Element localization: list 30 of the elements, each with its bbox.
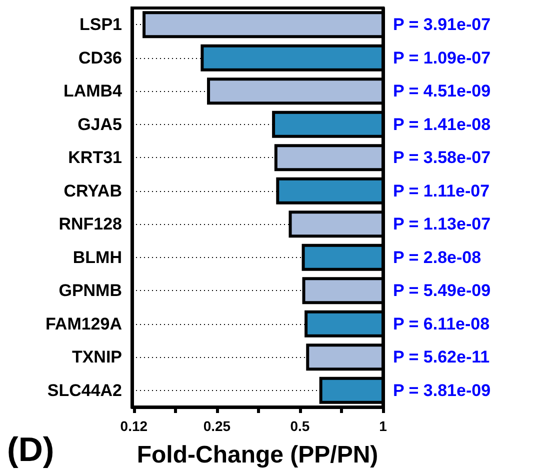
text: P = 4.51e-09 (393, 82, 491, 101)
text: P = 1.09e-07 (393, 48, 491, 68)
y-tick-label: LAMB4 (63, 82, 123, 101)
y-tick-label: GPNMB (58, 281, 122, 300)
text: P = 5.62e-11 (393, 348, 490, 367)
text: P = 3.81e-09 (393, 380, 491, 400)
text: P = 3.58e-07 (393, 148, 491, 168)
y-tick-label: RNF128 (58, 214, 122, 234)
text: P = 1.11e-07 (393, 181, 490, 200)
y-tick-label: KRT31 (68, 148, 122, 168)
x-tick-label: 0.12 (120, 418, 148, 434)
text: P = 2.8e-08 (393, 248, 482, 267)
y-tick-label: FAM129A (45, 314, 122, 334)
y-tick-label: CD36 (78, 48, 122, 68)
text: P = 1.13e-07 (393, 214, 491, 234)
x-tick-label: 1 (379, 418, 388, 434)
text: P = 5.49e-09 (393, 281, 491, 300)
x-tick-label: 0.5 (290, 418, 310, 434)
y-tick-label: GJA5 (78, 114, 122, 134)
y-tick-label: LSP1 (79, 15, 122, 34)
y-tick-label: TXNIP (72, 348, 122, 367)
y-tick-label: BLMH (72, 248, 122, 267)
y-tick-label: CRYAB (64, 181, 122, 200)
x-axis-title: Fold-Change (PP/PN) (136, 442, 378, 468)
text: P = 3.91e-07 (393, 15, 491, 34)
text: (D) (7, 431, 54, 469)
text: P = 1.41e-08 (393, 114, 491, 134)
x-tick-label: 0.25 (203, 418, 231, 434)
y-tick-label: SLC44A2 (47, 380, 122, 400)
text: P = 6.11e-08 (393, 314, 490, 334)
